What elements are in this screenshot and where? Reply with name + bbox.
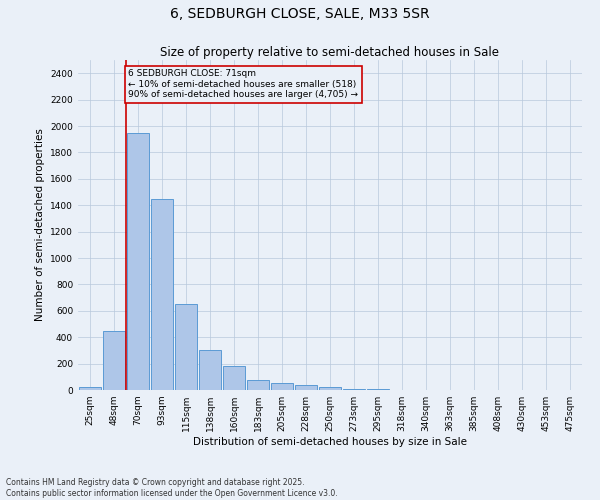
Bar (79, 386, 101, 390)
Bar (223, 366, 245, 390)
Text: 6 SEDBURGH CLOSE: 71sqm
← 10% of semi-detached houses are smaller (518)
90% of s: 6 SEDBURGH CLOSE: 71sqm ← 10% of semi-de… (128, 69, 358, 99)
Bar (199, 350, 221, 390)
Bar (343, 388, 365, 390)
Y-axis label: Number of semi-detached properties: Number of semi-detached properties (35, 128, 44, 322)
Text: 6, SEDBURGH CLOSE, SALE, M33 5SR: 6, SEDBURGH CLOSE, SALE, M33 5SR (170, 8, 430, 22)
Bar (319, 388, 341, 390)
Bar (271, 384, 293, 390)
Text: Contains HM Land Registry data © Crown copyright and database right 2025.
Contai: Contains HM Land Registry data © Crown c… (6, 478, 338, 498)
Bar (247, 380, 269, 390)
X-axis label: Distribution of semi-detached houses by size in Sale: Distribution of semi-detached houses by … (193, 437, 467, 447)
Bar (295, 386, 317, 390)
Bar (175, 304, 197, 390)
Title: Size of property relative to semi-detached houses in Sale: Size of property relative to semi-detach… (161, 46, 499, 59)
Bar (127, 132, 149, 390)
Bar (151, 198, 173, 390)
Bar (103, 330, 125, 390)
